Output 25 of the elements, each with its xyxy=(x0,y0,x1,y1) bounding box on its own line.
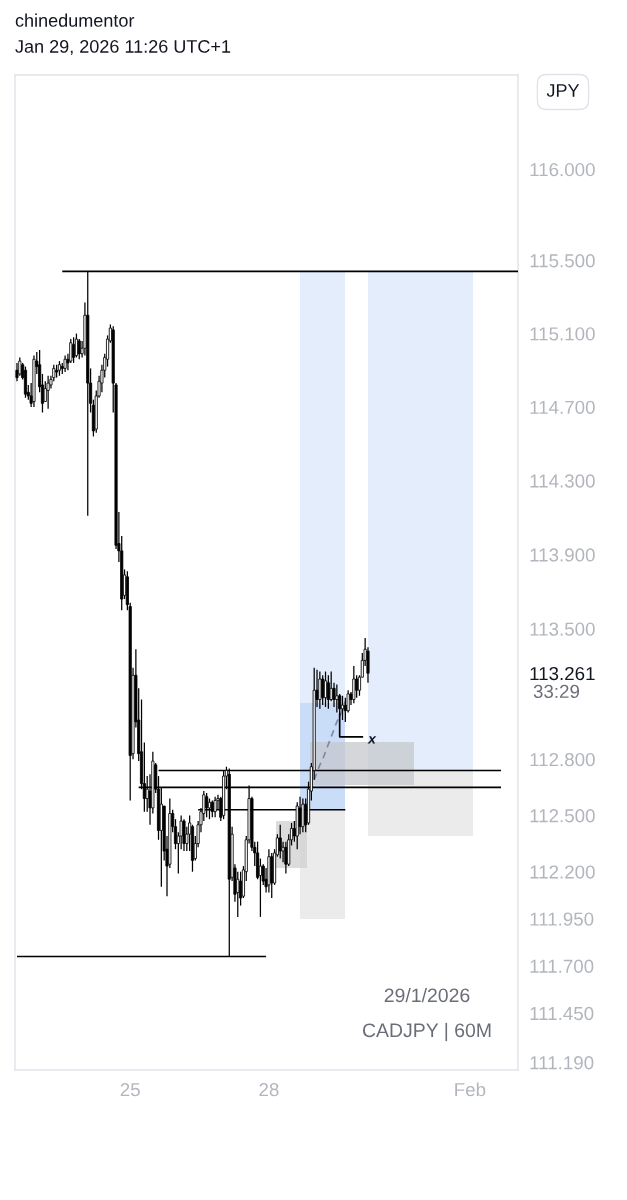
y-tick-label: 111.700 xyxy=(530,959,594,973)
y-tick-label: 115.500 xyxy=(530,254,595,268)
y-tick-label: 114.700 xyxy=(530,400,595,414)
y-tick-label: 114.300 xyxy=(530,474,595,488)
y-tick-label: 111.190 xyxy=(530,1056,594,1070)
y-tick-label: 111.950 xyxy=(530,912,594,926)
y-tick-label: 113.500 xyxy=(530,622,595,636)
y-tick-label: 113.261 xyxy=(530,666,595,681)
x-tick-label: 28 xyxy=(259,1083,279,1097)
y-tick-label: 112.800 xyxy=(530,752,595,767)
annotation: CADJPY | 60M xyxy=(362,1022,491,1042)
x-tick-label: 25 xyxy=(120,1083,140,1097)
y-tick-label: 115.100 xyxy=(530,327,595,341)
y-tick-label: 111.450 xyxy=(530,1006,594,1021)
annotation: x xyxy=(367,736,377,744)
x-tick-label: Feb xyxy=(455,1082,486,1097)
y-axis-title: JPY xyxy=(546,84,580,97)
chart-subtitle: Jan 29, 2026 11:26 UTC+1 xyxy=(15,40,231,55)
y-tick-label: 112.200 xyxy=(530,865,595,879)
y-tick-label: 116.000 xyxy=(530,163,595,177)
chart-title: chinedumentor xyxy=(15,13,135,27)
y-tick-label: 113.900 xyxy=(530,548,595,562)
text: 33:29 xyxy=(533,684,580,699)
y-tick-label: 112.500 xyxy=(530,809,595,823)
annotation: 29/1/2026 xyxy=(384,987,470,1003)
